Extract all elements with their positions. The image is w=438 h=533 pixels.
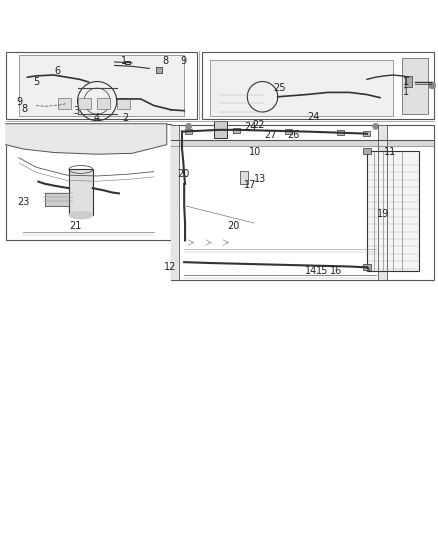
Bar [337, 130, 344, 135]
Text: 9: 9 [17, 98, 23, 108]
Polygon shape [378, 125, 387, 280]
Polygon shape [171, 140, 434, 146]
Bar [405, 76, 412, 87]
Text: 2: 2 [122, 112, 128, 123]
Text: 23: 23 [17, 197, 29, 207]
Text: 21: 21 [69, 221, 81, 231]
Text: 24: 24 [244, 122, 257, 132]
Text: 26: 26 [288, 130, 300, 140]
Text: 6: 6 [54, 66, 60, 76]
Text: 1: 1 [403, 77, 409, 87]
Bar [233, 128, 240, 133]
Ellipse shape [69, 211, 93, 219]
Text: 4: 4 [93, 112, 99, 123]
Bar [363, 264, 371, 270]
Bar [214, 120, 227, 138]
Bar [45, 193, 69, 206]
Bar [285, 129, 292, 134]
FancyBboxPatch shape [210, 60, 393, 116]
Text: 17: 17 [244, 180, 257, 190]
Text: 20: 20 [227, 221, 240, 231]
Bar [78, 98, 91, 109]
Text: 5: 5 [33, 77, 39, 87]
Text: 27: 27 [264, 130, 277, 140]
FancyBboxPatch shape [6, 52, 197, 119]
Bar [240, 171, 248, 184]
Text: 25: 25 [273, 83, 285, 93]
Bar [117, 98, 130, 109]
Bar [402, 58, 428, 114]
Polygon shape [156, 67, 162, 73]
Circle shape [429, 82, 436, 89]
FancyBboxPatch shape [171, 125, 434, 280]
FancyBboxPatch shape [6, 124, 171, 240]
Text: 1: 1 [121, 56, 127, 66]
Bar [58, 98, 71, 109]
Text: 13: 13 [254, 174, 266, 184]
Text: 1: 1 [403, 87, 409, 98]
Polygon shape [6, 124, 167, 154]
Text: 9: 9 [180, 56, 187, 66]
Text: 19: 19 [378, 209, 390, 219]
Bar [97, 98, 110, 109]
Bar [69, 169, 93, 215]
Text: 15: 15 [316, 266, 329, 276]
Polygon shape [171, 125, 179, 280]
Text: 8: 8 [21, 103, 27, 114]
Text: 8: 8 [163, 56, 169, 66]
Text: 3: 3 [73, 106, 79, 116]
Circle shape [185, 123, 191, 130]
Text: 20: 20 [177, 169, 190, 179]
Circle shape [373, 123, 379, 130]
Text: 24: 24 [307, 112, 320, 122]
Text: 12: 12 [164, 262, 177, 272]
FancyBboxPatch shape [201, 52, 434, 119]
Text: 10: 10 [248, 147, 261, 157]
Bar [364, 131, 371, 136]
Bar [367, 151, 419, 271]
FancyBboxPatch shape [19, 55, 184, 116]
Text: 14: 14 [305, 266, 318, 276]
Text: 11: 11 [384, 147, 396, 157]
Text: 22: 22 [252, 119, 265, 130]
Bar [185, 129, 192, 134]
Bar [363, 148, 371, 154]
Text: 16: 16 [329, 266, 342, 276]
